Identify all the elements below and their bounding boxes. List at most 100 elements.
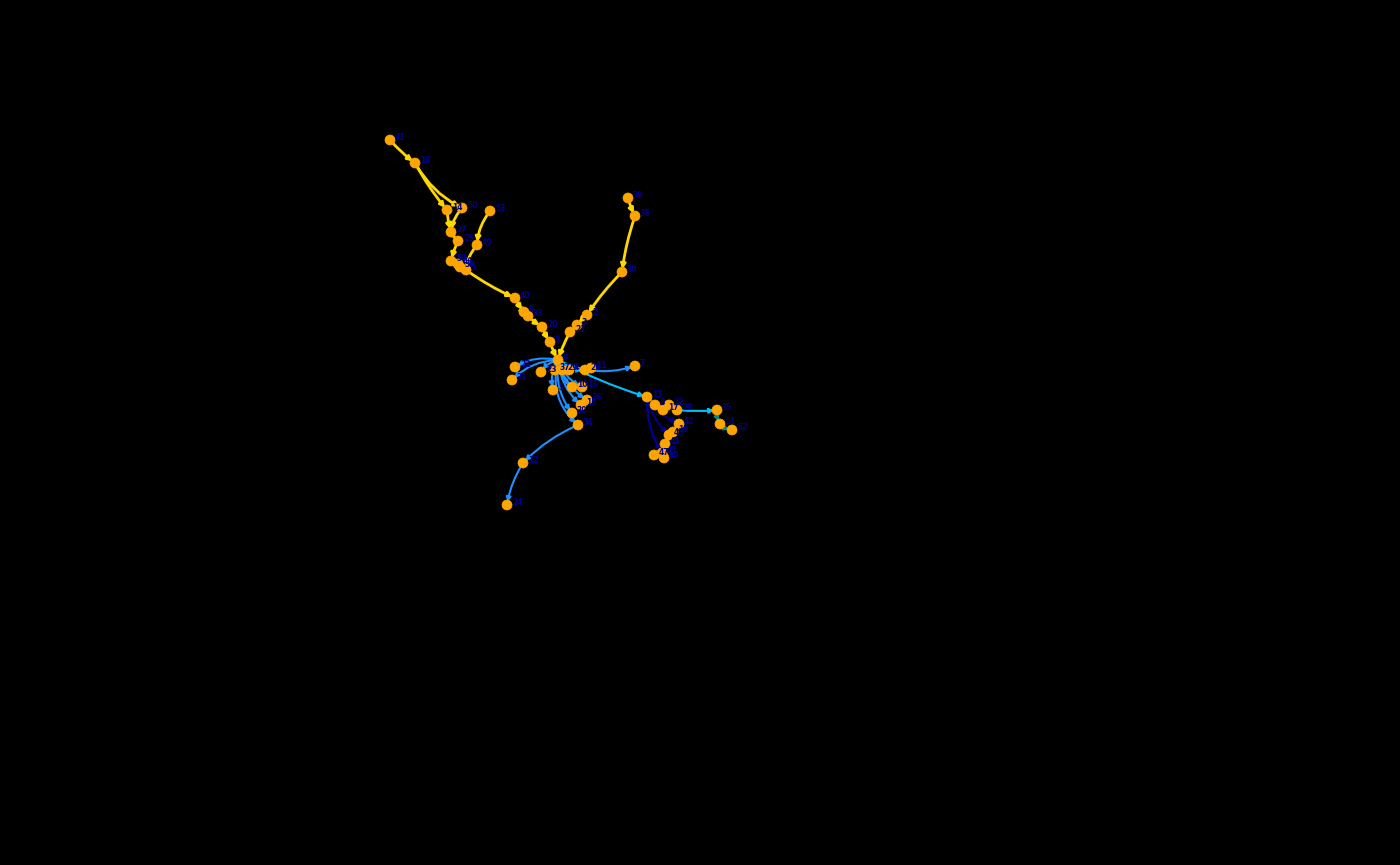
Text: 22: 22 [519, 360, 531, 368]
Circle shape [524, 311, 533, 321]
Text: 27: 27 [456, 225, 466, 234]
Text: 30: 30 [577, 406, 588, 414]
Circle shape [664, 400, 673, 410]
Circle shape [567, 382, 577, 392]
Circle shape [538, 322, 547, 332]
Circle shape [672, 405, 682, 415]
Text: 1: 1 [470, 262, 476, 272]
Circle shape [713, 405, 722, 415]
Text: 45: 45 [666, 445, 678, 454]
Circle shape [557, 365, 567, 375]
Circle shape [484, 206, 496, 216]
Text: 51: 51 [725, 417, 735, 426]
Circle shape [385, 135, 395, 145]
Circle shape [582, 310, 592, 320]
Circle shape [573, 420, 582, 430]
Text: 40: 40 [519, 291, 531, 299]
Text: 10: 10 [577, 380, 588, 388]
Circle shape [442, 205, 452, 215]
Circle shape [566, 327, 575, 337]
Circle shape [577, 382, 587, 392]
Circle shape [510, 362, 519, 372]
Text: 4: 4 [574, 362, 580, 371]
Text: 30: 30 [627, 265, 637, 273]
Circle shape [456, 203, 468, 213]
Circle shape [472, 240, 482, 250]
Text: 20: 20 [547, 319, 557, 329]
Circle shape [447, 256, 456, 266]
Text: 9: 9 [554, 335, 560, 343]
Circle shape [454, 259, 463, 269]
Circle shape [630, 211, 640, 221]
Text: 38: 38 [640, 208, 651, 217]
Text: 13: 13 [652, 389, 662, 399]
Text: 39: 39 [633, 190, 644, 200]
Text: 6: 6 [529, 304, 535, 313]
Text: 3: 3 [582, 317, 587, 326]
Circle shape [657, 448, 666, 458]
Circle shape [650, 450, 659, 460]
Circle shape [668, 427, 678, 437]
Text: 34: 34 [582, 418, 594, 426]
Text: 5: 5 [559, 382, 563, 392]
Circle shape [727, 425, 736, 435]
Circle shape [587, 363, 596, 373]
Text: 26: 26 [589, 362, 601, 371]
Text: 15: 15 [587, 398, 596, 407]
Circle shape [447, 227, 456, 237]
Text: 37: 37 [560, 362, 571, 371]
Circle shape [536, 367, 546, 377]
Circle shape [623, 193, 633, 203]
Text: 33: 33 [533, 309, 543, 317]
Circle shape [519, 307, 529, 317]
Circle shape [510, 293, 519, 303]
Text: 44: 44 [671, 437, 680, 445]
Text: 7: 7 [640, 358, 645, 368]
Circle shape [455, 262, 465, 272]
Text: 49: 49 [482, 238, 493, 247]
Text: 18: 18 [420, 156, 431, 164]
Text: 21: 21 [575, 324, 585, 334]
Text: 29: 29 [567, 362, 577, 371]
Text: 17: 17 [668, 402, 679, 412]
Circle shape [547, 385, 559, 395]
Text: 39: 39 [465, 260, 476, 268]
Circle shape [643, 392, 652, 402]
Circle shape [410, 158, 420, 168]
Circle shape [659, 439, 671, 449]
Text: 24: 24 [512, 497, 522, 507]
Circle shape [461, 265, 470, 275]
Circle shape [673, 419, 685, 429]
Circle shape [553, 355, 563, 365]
Circle shape [507, 375, 517, 385]
Text: 14: 14 [452, 202, 462, 212]
Text: 8: 8 [659, 398, 665, 407]
Circle shape [582, 395, 592, 405]
Circle shape [659, 453, 669, 463]
Text: 43: 43 [673, 427, 685, 437]
Text: 41: 41 [395, 132, 406, 142]
Text: 42: 42 [685, 417, 694, 426]
Circle shape [564, 365, 574, 375]
Circle shape [715, 419, 725, 429]
Text: 53: 53 [496, 203, 505, 213]
Text: 19: 19 [678, 425, 689, 433]
Circle shape [658, 405, 668, 415]
Text: 32: 32 [673, 398, 685, 407]
Text: 31: 31 [517, 373, 528, 381]
Text: 47: 47 [659, 447, 669, 457]
Text: 23: 23 [546, 364, 556, 374]
Text: 36: 36 [592, 393, 602, 401]
Text: 11: 11 [596, 361, 606, 369]
Circle shape [573, 320, 582, 330]
Text: 48: 48 [669, 451, 679, 459]
Circle shape [580, 365, 589, 375]
Circle shape [617, 267, 627, 277]
Text: 50: 50 [468, 201, 477, 209]
Circle shape [503, 500, 512, 510]
Text: 35: 35 [722, 402, 732, 412]
Text: 54: 54 [456, 253, 466, 262]
Text: 46: 46 [463, 257, 473, 266]
Circle shape [575, 400, 587, 410]
Circle shape [545, 337, 554, 347]
